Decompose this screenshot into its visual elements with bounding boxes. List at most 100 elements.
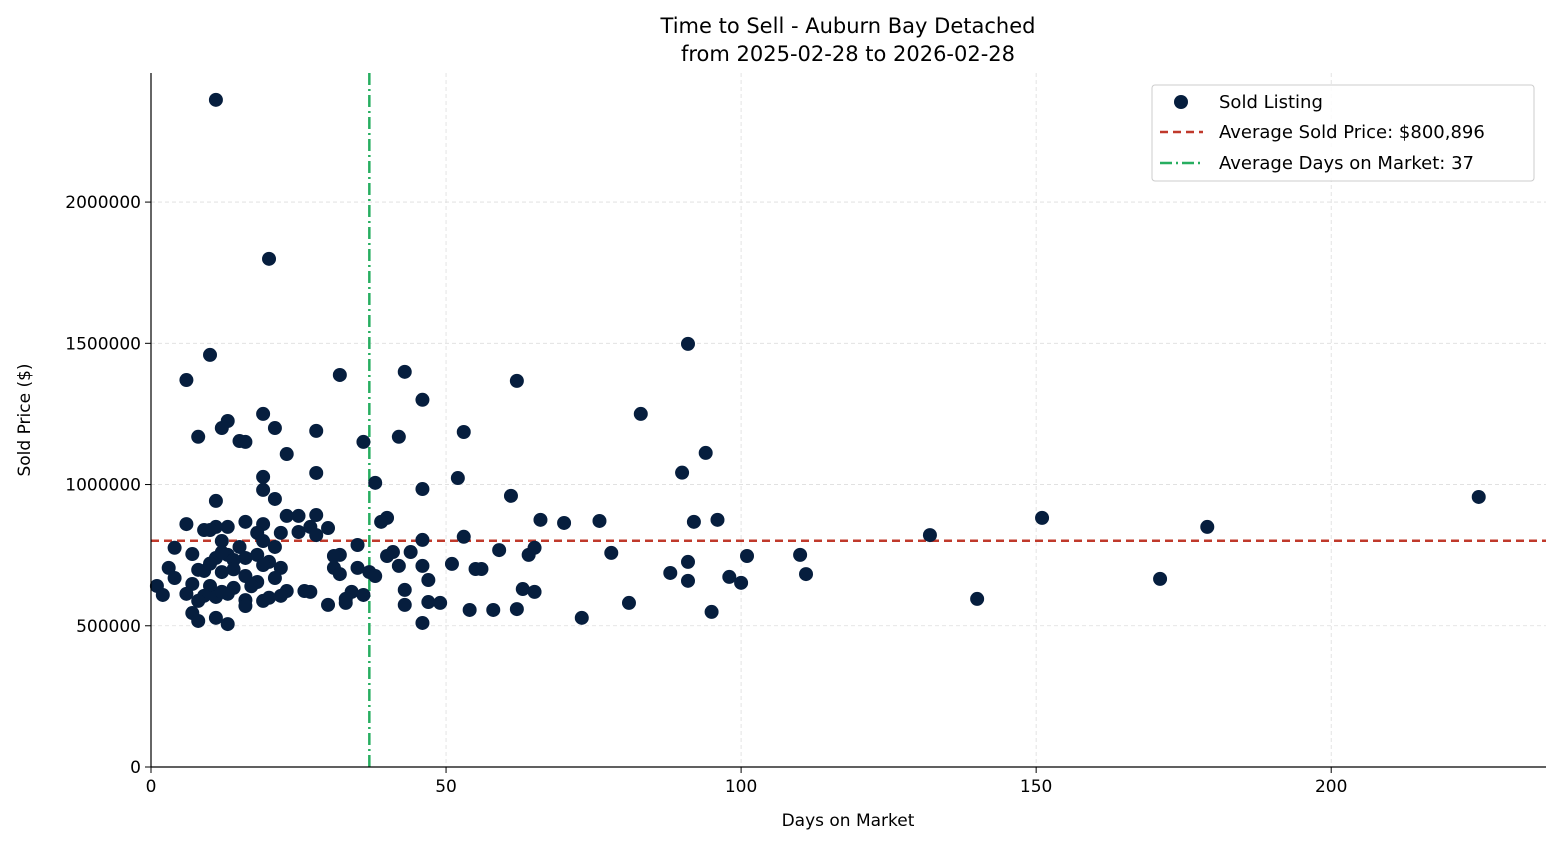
data-point — [226, 562, 241, 577]
data-point — [698, 445, 713, 460]
y-tick-label: 500000 — [76, 617, 141, 637]
data-point — [203, 523, 218, 538]
data-point — [309, 508, 324, 523]
chart-subtitle: from 2025-02-28 to 2026-02-28 — [681, 42, 1015, 66]
data-point — [273, 588, 288, 603]
data-point — [503, 488, 518, 503]
data-point — [214, 545, 229, 560]
data-point — [380, 549, 395, 564]
data-point — [256, 482, 271, 497]
data-point — [415, 532, 430, 547]
x-tick-label: 50 — [435, 777, 457, 797]
data-point — [415, 615, 430, 630]
data-point — [621, 595, 636, 610]
data-point — [185, 547, 200, 562]
data-point — [397, 582, 412, 597]
data-point — [740, 549, 755, 564]
data-point — [203, 347, 218, 362]
data-point — [574, 610, 589, 625]
data-point — [686, 514, 701, 529]
data-point — [232, 539, 247, 554]
data-point — [279, 447, 294, 462]
data-point — [592, 513, 607, 528]
data-point — [1200, 519, 1215, 534]
x-tick-label: 0 — [146, 777, 157, 797]
data-point — [368, 569, 383, 584]
data-point — [350, 560, 365, 575]
data-point — [214, 534, 229, 549]
data-point — [710, 512, 725, 527]
x-axis-label: Days on Market — [782, 811, 915, 831]
data-point — [521, 547, 536, 562]
y-tick-label: 0 — [130, 758, 141, 778]
data-point — [303, 584, 318, 599]
y-axis-label: Sold Price ($) — [15, 363, 35, 476]
data-point — [179, 517, 194, 532]
legend-marker-sold-listing — [1174, 95, 1188, 109]
data-point — [415, 392, 430, 407]
data-point — [356, 434, 371, 449]
data-point — [509, 373, 524, 388]
data-point — [220, 519, 235, 534]
data-point — [421, 573, 436, 588]
x-tick-label: 150 — [1020, 777, 1052, 797]
data-point — [734, 575, 749, 590]
data-point — [722, 569, 737, 584]
data-point — [291, 508, 306, 523]
data-point — [208, 610, 223, 625]
data-point — [214, 584, 229, 599]
data-point — [179, 586, 194, 601]
data-point — [291, 524, 306, 539]
data-point — [244, 579, 259, 594]
legend-label-avg-price: Average Sold Price: $800,896 — [1219, 122, 1485, 143]
data-point — [167, 571, 182, 586]
data-point — [1153, 571, 1168, 586]
data-point — [397, 364, 412, 379]
data-point — [256, 558, 271, 573]
data-point — [238, 598, 253, 613]
data-point — [456, 425, 471, 440]
data-point — [680, 336, 695, 351]
y-tick-label: 1000000 — [65, 476, 141, 496]
data-point — [433, 595, 448, 610]
data-point — [970, 591, 985, 606]
data-point — [663, 565, 678, 580]
data-points — [149, 92, 1486, 632]
data-point — [321, 597, 336, 612]
data-point — [356, 587, 371, 602]
data-point — [450, 471, 465, 486]
data-point — [273, 525, 288, 540]
x-tick-label: 200 — [1315, 777, 1347, 797]
data-point — [397, 597, 412, 612]
data-point — [492, 543, 507, 558]
data-point — [267, 539, 282, 554]
data-point — [208, 92, 223, 107]
chart-title: Time to Sell - Auburn Bay Detached — [660, 14, 1036, 38]
data-point — [462, 602, 477, 617]
data-point — [680, 573, 695, 588]
data-point — [391, 429, 406, 444]
data-point — [350, 537, 365, 552]
data-point — [220, 617, 235, 632]
data-point — [680, 554, 695, 569]
data-point — [509, 602, 524, 617]
data-point — [633, 406, 648, 421]
data-point — [321, 521, 336, 536]
data-point — [332, 367, 347, 382]
data-point — [267, 491, 282, 506]
data-point — [533, 512, 548, 527]
data-point — [238, 434, 253, 449]
data-point — [338, 595, 353, 610]
data-point — [332, 567, 347, 582]
data-point — [922, 528, 937, 543]
legend-label-avg-days: Average Days on Market: 37 — [1219, 153, 1474, 174]
y-tick-label: 1500000 — [65, 334, 141, 354]
data-point — [444, 556, 459, 571]
data-point — [456, 529, 471, 544]
data-point — [309, 423, 324, 438]
data-point — [309, 528, 324, 543]
data-point — [191, 613, 206, 628]
axes: 0 50 100 150 200 0 500000 1000000 1500000 2000000 — [65, 73, 1546, 797]
grid — [151, 73, 1546, 767]
